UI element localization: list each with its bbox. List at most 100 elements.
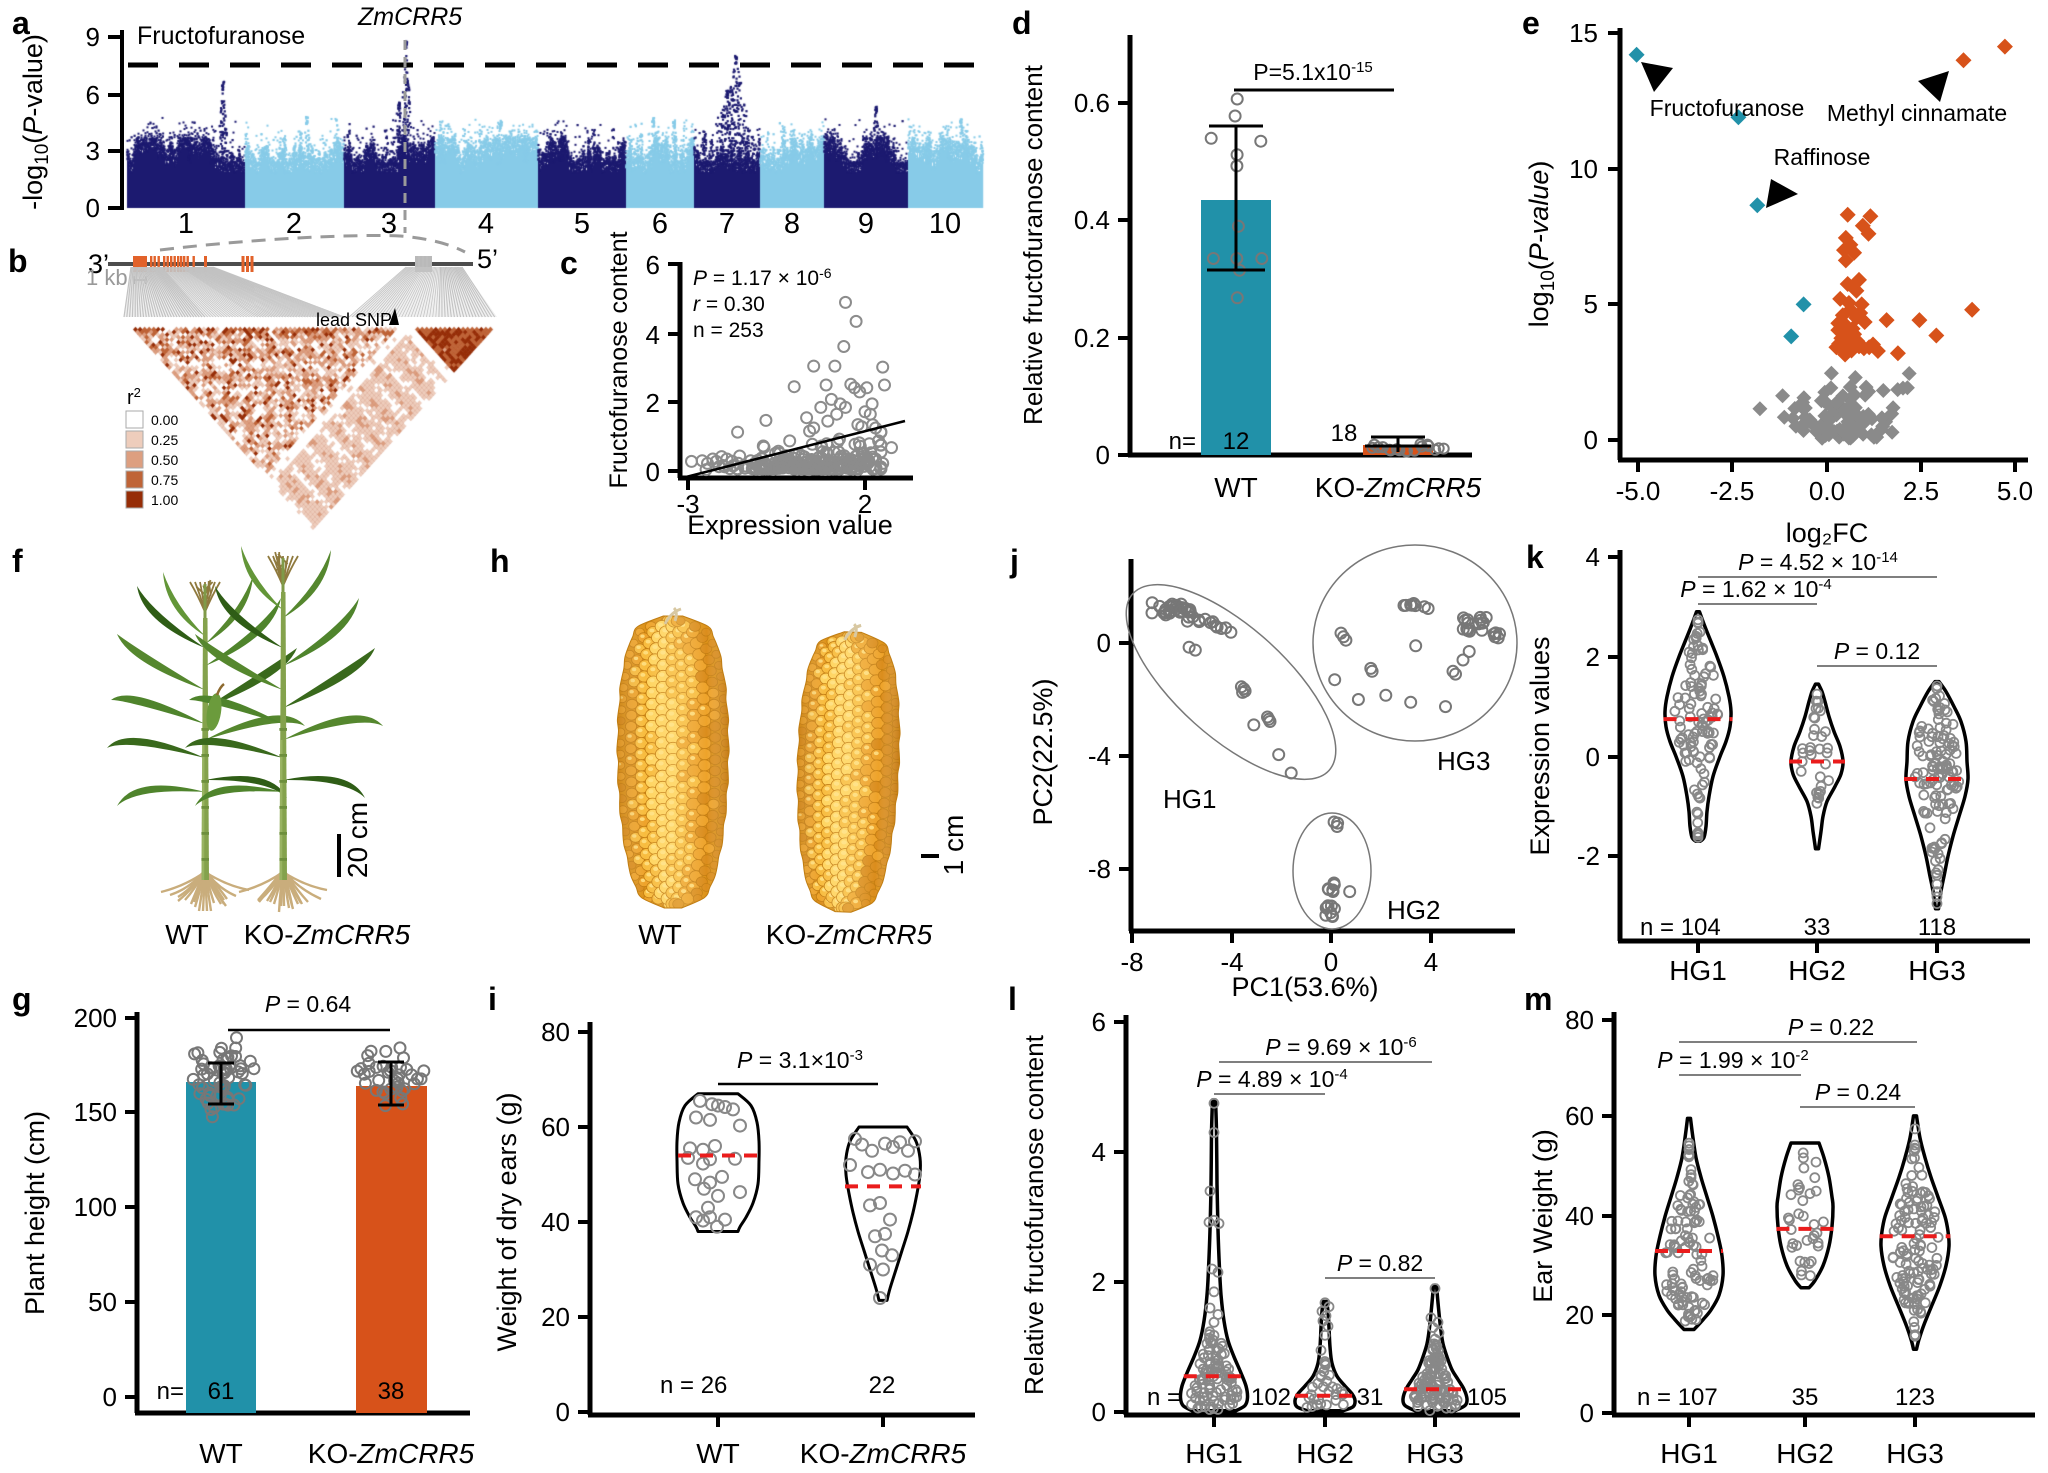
svg-text:n=: n= (157, 1378, 184, 1405)
svg-text:r = 0.30: r = 0.30 (693, 293, 765, 316)
svg-text:5’: 5’ (477, 244, 498, 274)
svg-text:1 cm: 1 cm (938, 815, 969, 876)
svg-text:1 kb: 1 kb (86, 265, 128, 290)
svg-text:KO-ZmCRR5: KO-ZmCRR5 (1315, 472, 1482, 503)
svg-text:3: 3 (86, 136, 100, 166)
svg-text:60: 60 (1565, 1101, 1594, 1131)
svg-text:0: 0 (1097, 628, 1111, 658)
svg-text:1: 1 (178, 208, 194, 240)
svg-text:80: 80 (1565, 1005, 1594, 1035)
svg-text:7: 7 (719, 208, 735, 240)
svg-text:4: 4 (1092, 1137, 1106, 1167)
svg-text:n = 26: n = 26 (660, 1372, 727, 1399)
svg-text:3’: 3’ (88, 249, 109, 279)
svg-text:0: 0 (1096, 440, 1110, 470)
svg-text:0.0: 0.0 (1809, 476, 1845, 506)
svg-text:2.5: 2.5 (1903, 476, 1939, 506)
svg-text:1.00: 1.00 (151, 492, 178, 508)
svg-text:l: l (1008, 981, 1017, 1017)
svg-text:Raffinose: Raffinose (1774, 144, 1871, 170)
svg-text:6: 6 (652, 208, 668, 240)
svg-text:Fructofuranose: Fructofuranose (137, 22, 305, 50)
svg-text:j: j (1009, 543, 1019, 579)
svg-text:20 cm: 20 cm (342, 802, 373, 878)
svg-text:PC2(22.5%): PC2(22.5%) (1028, 678, 1058, 825)
svg-text:0.75: 0.75 (151, 472, 178, 488)
svg-text:HG1: HG1 (1185, 1438, 1243, 1469)
svg-text:Expression values: Expression values (1525, 636, 1555, 855)
svg-text:5.0: 5.0 (1997, 476, 2033, 506)
svg-text:40: 40 (1565, 1201, 1594, 1231)
svg-text:5: 5 (574, 208, 590, 240)
svg-text:WT: WT (638, 919, 682, 950)
svg-text:0: 0 (556, 1397, 570, 1427)
svg-text:KO-ZmCRR5: KO-ZmCRR5 (244, 919, 411, 950)
svg-text:-3: -3 (676, 489, 699, 519)
svg-text:P = 1.99 × 10-2: P = 1.99 × 10-2 (1657, 1047, 1808, 1073)
svg-text:-log10(P-value): -log10(P-value) (18, 34, 53, 210)
svg-text:38: 38 (378, 1378, 405, 1405)
svg-text:Ear Weight (g): Ear Weight (g) (1528, 1129, 1558, 1303)
svg-text:Methyl cinnamate: Methyl cinnamate (1827, 100, 2007, 126)
svg-text:6: 6 (646, 250, 660, 280)
svg-text:HG2: HG2 (1776, 1438, 1834, 1469)
svg-text:6: 6 (86, 80, 100, 110)
svg-text:log₂FC: log₂FC (1786, 518, 1869, 548)
svg-text:ZmCRR5: ZmCRR5 (357, 3, 462, 31)
svg-text:-5.0: -5.0 (1616, 476, 1661, 506)
svg-text:Plant height (cm): Plant height (cm) (20, 1111, 50, 1315)
svg-text:HG1: HG1 (1163, 784, 1216, 814)
svg-text:KO-ZmCRR5: KO-ZmCRR5 (766, 919, 933, 950)
svg-text:0.6: 0.6 (1074, 88, 1110, 118)
svg-text:b: b (8, 243, 28, 279)
svg-text:P = 0.12: P = 0.12 (1834, 638, 1920, 664)
svg-text:HG2: HG2 (1387, 895, 1440, 925)
svg-text:123: 123 (1895, 1384, 1935, 1411)
svg-text:35: 35 (1792, 1384, 1819, 1411)
svg-text:18: 18 (1331, 420, 1358, 447)
svg-text:100: 100 (74, 1192, 117, 1222)
svg-text:0: 0 (1580, 1398, 1594, 1428)
svg-text:10: 10 (929, 208, 961, 240)
svg-text:h: h (490, 543, 510, 579)
svg-text:102: 102 (1251, 1384, 1291, 1411)
svg-text:HG2: HG2 (1296, 1438, 1354, 1469)
svg-text:P = 4.89 × 10-4: P = 4.89 × 10-4 (1196, 1066, 1347, 1092)
svg-text:Fructofuranose: Fructofuranose (1650, 95, 1805, 121)
svg-text:P = 9.69 × 10-6: P = 9.69 × 10-6 (1265, 1034, 1416, 1060)
svg-text:31: 31 (1357, 1384, 1384, 1411)
svg-text:61: 61 (208, 1378, 235, 1405)
svg-text:Relative fructofuranose conten: Relative fructofuranose content (1019, 1034, 1049, 1395)
svg-text:0.2: 0.2 (1074, 323, 1110, 353)
svg-text:WT: WT (696, 1438, 740, 1469)
svg-text:150: 150 (74, 1097, 117, 1127)
svg-text:4: 4 (646, 320, 660, 350)
svg-text:15: 15 (1569, 18, 1598, 48)
svg-text:0: 0 (1092, 1397, 1106, 1427)
svg-text:HG2: HG2 (1788, 955, 1846, 986)
svg-text:60: 60 (541, 1112, 570, 1142)
svg-text:n = 253: n = 253 (693, 319, 764, 342)
svg-text:-8: -8 (1088, 854, 1111, 884)
svg-text:12: 12 (1223, 428, 1250, 455)
svg-text:a: a (12, 5, 30, 41)
svg-text:KO-ZmCRR5: KO-ZmCRR5 (800, 1438, 967, 1469)
svg-text:5: 5 (1584, 289, 1598, 319)
svg-text:20: 20 (1565, 1300, 1594, 1330)
svg-text:0.00: 0.00 (151, 412, 178, 428)
svg-text:4: 4 (1424, 947, 1438, 977)
svg-text:20: 20 (541, 1302, 570, 1332)
svg-text:P = 1.62 × 10-4: P = 1.62 × 10-4 (1680, 576, 1831, 602)
svg-text:40: 40 (541, 1207, 570, 1237)
svg-text:4: 4 (1586, 542, 1600, 572)
svg-text:-2: -2 (1577, 841, 1600, 871)
svg-text:r2: r2 (127, 385, 141, 409)
svg-text:4: 4 (478, 208, 494, 240)
svg-text:HG3: HG3 (1437, 746, 1490, 776)
svg-text:lead SNP: lead SNP (316, 310, 392, 330)
svg-text:n = 107: n = 107 (1637, 1384, 1718, 1411)
svg-text:0.25: 0.25 (151, 432, 178, 448)
svg-text:2: 2 (646, 388, 660, 418)
svg-text:n = 104: n = 104 (1640, 914, 1721, 941)
svg-text:Weight of dry ears (g): Weight of dry ears (g) (492, 1092, 522, 1351)
